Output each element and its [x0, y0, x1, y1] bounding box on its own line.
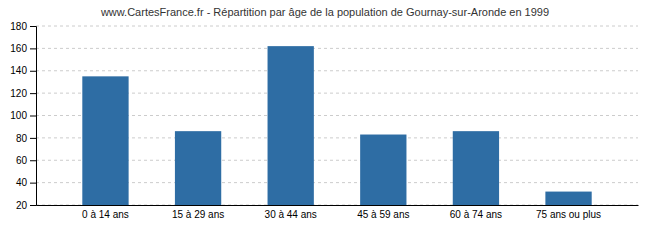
x-tick-label: 30 à 44 ans — [265, 209, 317, 220]
grid-line — [36, 48, 638, 49]
x-tick-label: 75 ans ou plus — [536, 209, 601, 220]
bar — [453, 131, 499, 205]
x-tick: 15 à 29 ans — [172, 209, 224, 220]
y-tick-mark — [30, 26, 36, 27]
y-tick: 160 — [10, 43, 36, 54]
x-tick: 0 à 14 ans — [82, 209, 129, 220]
y-tick: 60 — [16, 155, 36, 166]
grid-line — [36, 70, 638, 71]
x-tick: 75 ans ou plus — [536, 209, 601, 220]
bars — [82, 46, 591, 205]
x-axis: 0 à 14 ans 15 à 29 ans 30 à 44 ans 45 à 59 … — [37, 206, 639, 221]
y-tick-label: 40 — [16, 177, 28, 188]
chart-svg: www.CartesFrance.fr - Répartition par âg… — [0, 0, 650, 229]
y-tick-label: 60 — [16, 155, 28, 166]
bar — [360, 135, 406, 205]
y-tick-label: 160 — [10, 43, 27, 54]
y-tick: 40 — [16, 177, 36, 188]
y-tick-mark — [30, 160, 36, 161]
x-tick: 30 à 44 ans — [265, 209, 317, 220]
y-tick-mark — [30, 93, 36, 94]
y-axis: 20 40 60 80 100 120 140 160 180 — [10, 21, 36, 211]
grid — [36, 26, 638, 205]
x-tick-label: 0 à 14 ans — [82, 209, 129, 220]
x-axis-line — [37, 205, 639, 206]
plot-area: 20 40 60 80 100 120 140 160 180 0 à 14 ans 15 à 29… — [10, 21, 638, 220]
x-tick: 45 à 59 ans — [357, 209, 409, 220]
bar — [82, 76, 128, 205]
y-tick-mark — [30, 116, 36, 117]
y-tick-label: 180 — [10, 21, 27, 32]
y-tick: 180 — [10, 21, 36, 32]
y-tick-label: 100 — [10, 110, 27, 121]
y-tick-mark — [30, 138, 36, 139]
y-axis-line — [30, 27, 37, 206]
y-tick-mark — [30, 48, 36, 49]
chart-container: www.CartesFrance.fr - Répartition par âg… — [0, 0, 650, 229]
x-tick-label: 15 à 29 ans — [172, 209, 224, 220]
y-tick: 20 — [16, 200, 36, 211]
y-tick-label: 20 — [16, 200, 28, 211]
bar — [175, 131, 221, 205]
y-tick-mark — [30, 71, 36, 72]
y-tick-label: 120 — [10, 88, 27, 99]
y-tick-label: 80 — [16, 133, 28, 144]
y-tick: 120 — [10, 88, 36, 99]
x-tick-label: 60 à 74 ans — [450, 209, 502, 220]
y-tick: 80 — [16, 133, 36, 144]
grid-line — [36, 26, 638, 27]
x-tick-label: 45 à 59 ans — [357, 209, 409, 220]
y-tick: 140 — [10, 65, 36, 76]
bar — [545, 192, 591, 205]
y-tick: 100 — [10, 110, 36, 121]
y-tick-label: 140 — [10, 65, 27, 76]
bar — [268, 46, 314, 205]
x-tick: 60 à 74 ans — [450, 209, 502, 220]
y-tick-mark — [30, 183, 36, 184]
y-tick-mark — [30, 205, 36, 206]
chart-title: www.CartesFrance.fr - Répartition par âg… — [100, 6, 549, 18]
